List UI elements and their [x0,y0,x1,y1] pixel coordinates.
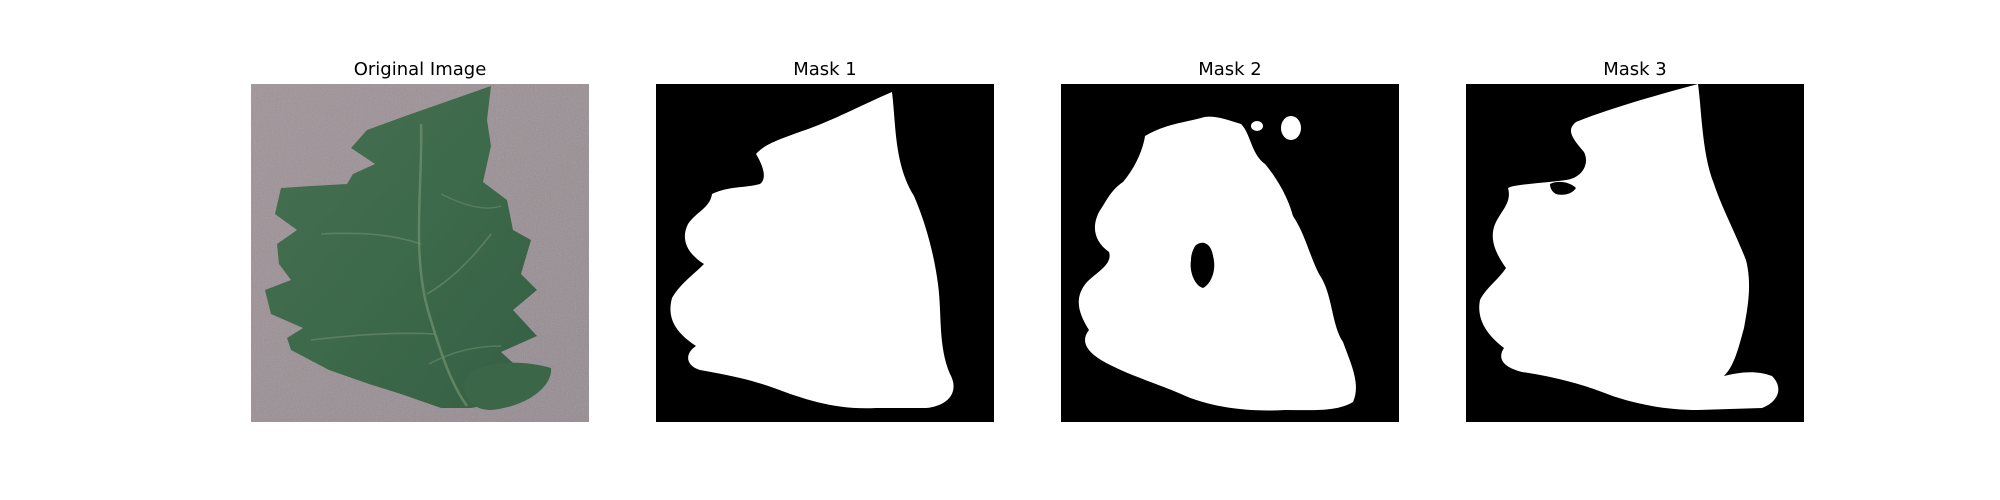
mask-2-speck [1281,116,1301,140]
leaf-vein [428,345,502,365]
panel-title: Mask 3 [1603,59,1667,80]
leaf-lower-lobe [464,362,552,410]
panel-mask-3: Mask 3 [1466,58,1804,424]
original-leaf-image [251,84,589,422]
panel-mask-1: Mask 1 [656,58,994,424]
mask-1-region [670,92,954,409]
mask-2-image [1061,84,1399,422]
mask-2-hole [1190,242,1215,288]
mask-3-notch [1550,181,1576,195]
panel-title: Mask 1 [793,59,857,80]
panel-title: Original Image [353,59,487,80]
panel-original-image: Original Image [251,58,589,424]
leaf-vein [320,232,422,245]
mask-1-image [656,84,994,422]
leaf-vein [426,233,492,295]
leaf-shape [265,86,537,408]
mask-3-region [1479,84,1779,410]
leaf-midrib [417,123,469,407]
leaf-vein [440,193,502,209]
panel-mask-2: Mask 2 [1061,58,1399,424]
mask-2-region [1078,116,1356,411]
mask-3-image [1466,84,1804,422]
panel-title: Mask 2 [1198,59,1262,80]
mask-2-speck [1251,121,1263,131]
leaf-vein [310,332,436,341]
